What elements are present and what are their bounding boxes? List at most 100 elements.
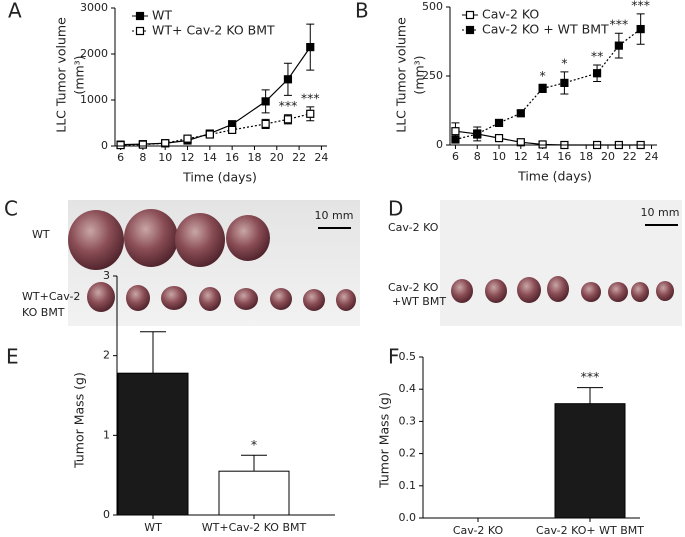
scale-label: 10 mm	[315, 209, 354, 222]
x-tick-label: 14	[536, 150, 550, 163]
y-tick-label: 2	[103, 349, 110, 362]
data-point	[205, 130, 214, 139]
data-point	[538, 140, 547, 149]
y-tick-label: 0.2	[399, 447, 417, 460]
tumors	[451, 276, 674, 303]
legend-label: Cav-2 KO	[482, 7, 539, 22]
data-point	[261, 97, 270, 106]
data-point	[636, 24, 645, 34]
photo-background	[440, 200, 682, 326]
error-bar	[577, 387, 603, 404]
data-point	[451, 127, 460, 136]
x-tick-label: 20	[601, 150, 615, 163]
legend-marker	[465, 25, 475, 35]
data-point	[614, 41, 623, 50]
y-tick-label: 0	[436, 138, 443, 151]
y-tick-label: 0.0	[399, 511, 417, 524]
x-tick-label: 12	[181, 151, 195, 164]
photo-c: 10 mm C WT WT+Cav-2 KO BMT	[4, 197, 360, 326]
significance: **	[591, 48, 604, 63]
y-tick-label: 500	[422, 0, 443, 13]
x-axis-label: Time (days)	[517, 169, 592, 184]
y-axis-label: (mm³)	[412, 55, 427, 94]
data-point	[261, 119, 270, 129]
row-label: +WT BMT	[392, 295, 446, 308]
y-tick-label: 0	[103, 508, 110, 521]
x-tick-label: 22	[623, 150, 637, 163]
row-label: KO BMT	[22, 306, 65, 319]
data-point	[138, 140, 147, 149]
x-tick-label: 10	[158, 151, 172, 164]
row-label: WT+Cav-2	[22, 290, 80, 303]
y-tick-label: 3000	[80, 1, 108, 14]
data-point	[183, 134, 192, 143]
data-point	[116, 140, 125, 150]
data-point	[451, 135, 460, 144]
bar	[117, 372, 189, 516]
x-tick-label: WT	[144, 521, 162, 534]
bar	[554, 403, 626, 519]
data-point	[494, 134, 504, 143]
panel-label: C	[4, 197, 18, 221]
photo-d: 10 mm D Cav-2 KO Cav-2 KO +WT BMT	[388, 197, 682, 326]
legend-label: WT+ Cav-2 KO BMT	[152, 23, 275, 38]
y-tick-label: 0.3	[399, 414, 417, 427]
panel-label: A	[8, 0, 22, 23]
panel-label: B	[355, 0, 369, 23]
significance: ***	[279, 98, 298, 113]
significance: ***	[301, 90, 320, 105]
row-label: Cav-2 KO	[388, 281, 439, 294]
legend-label: Cav-2 KO + WT BMT	[482, 22, 609, 37]
scale-label: 10 mm	[641, 206, 680, 219]
x-tick-label: 8	[139, 151, 146, 164]
y-tick-label: 0.5	[399, 350, 417, 363]
x-tick-label: 20	[270, 151, 284, 164]
data-point	[516, 138, 525, 147]
significance: *	[539, 68, 545, 83]
legend-label: WT	[152, 8, 172, 23]
x-tick-label: 10	[492, 150, 506, 163]
significance: *	[251, 437, 257, 452]
y-axis-label: Tumor Mass (g)	[72, 372, 87, 469]
x-tick-label: 18	[579, 150, 593, 163]
significance: ***	[581, 369, 600, 384]
data-point	[228, 125, 237, 135]
x-tick-label: 14	[203, 151, 217, 164]
x-tick-label: 22	[292, 151, 306, 164]
series-line	[455, 28, 642, 141]
data-point	[283, 115, 293, 124]
x-tick-label: 18	[247, 151, 261, 164]
x-axis-label: Time (days)	[182, 170, 257, 185]
data-point	[283, 75, 293, 84]
panel-label: D	[388, 197, 403, 221]
x-tick-label: 16	[557, 150, 571, 163]
error-bar	[241, 454, 267, 472]
data-point	[592, 69, 602, 78]
x-tick-label: WT+Cav-2 KO BMT	[202, 521, 307, 534]
data-point	[560, 78, 569, 88]
data-point	[494, 118, 504, 128]
x-tick-label: 12	[514, 150, 528, 163]
y-axis-label: Tumor Mass (g)	[377, 392, 392, 489]
x-tick-label: 6	[117, 151, 124, 164]
significance: ***	[609, 17, 628, 32]
y-tick-label: 3	[103, 269, 110, 282]
significance: *	[561, 55, 567, 70]
bar	[218, 470, 290, 516]
panel-label: E	[6, 345, 19, 369]
data-point	[473, 129, 482, 139]
data-point	[538, 84, 547, 93]
x-tick-label: Cav-2 KO+ WT BMT	[536, 524, 644, 537]
y-axis-label: LLC Tumor volume	[54, 17, 69, 133]
y-tick-label: 250	[422, 69, 443, 82]
legend-marker	[135, 11, 145, 21]
y-axis-label: LLC Tumor volume	[394, 17, 409, 133]
y-tick-label: 0	[101, 139, 108, 152]
panel-label: F	[388, 345, 400, 369]
x-tick-label: 8	[474, 150, 481, 163]
x-tick-label: 24	[314, 151, 328, 164]
y-tick-label: 1000	[80, 93, 108, 106]
series-line	[455, 130, 641, 146]
y-tick-label: 0.1	[399, 479, 417, 492]
